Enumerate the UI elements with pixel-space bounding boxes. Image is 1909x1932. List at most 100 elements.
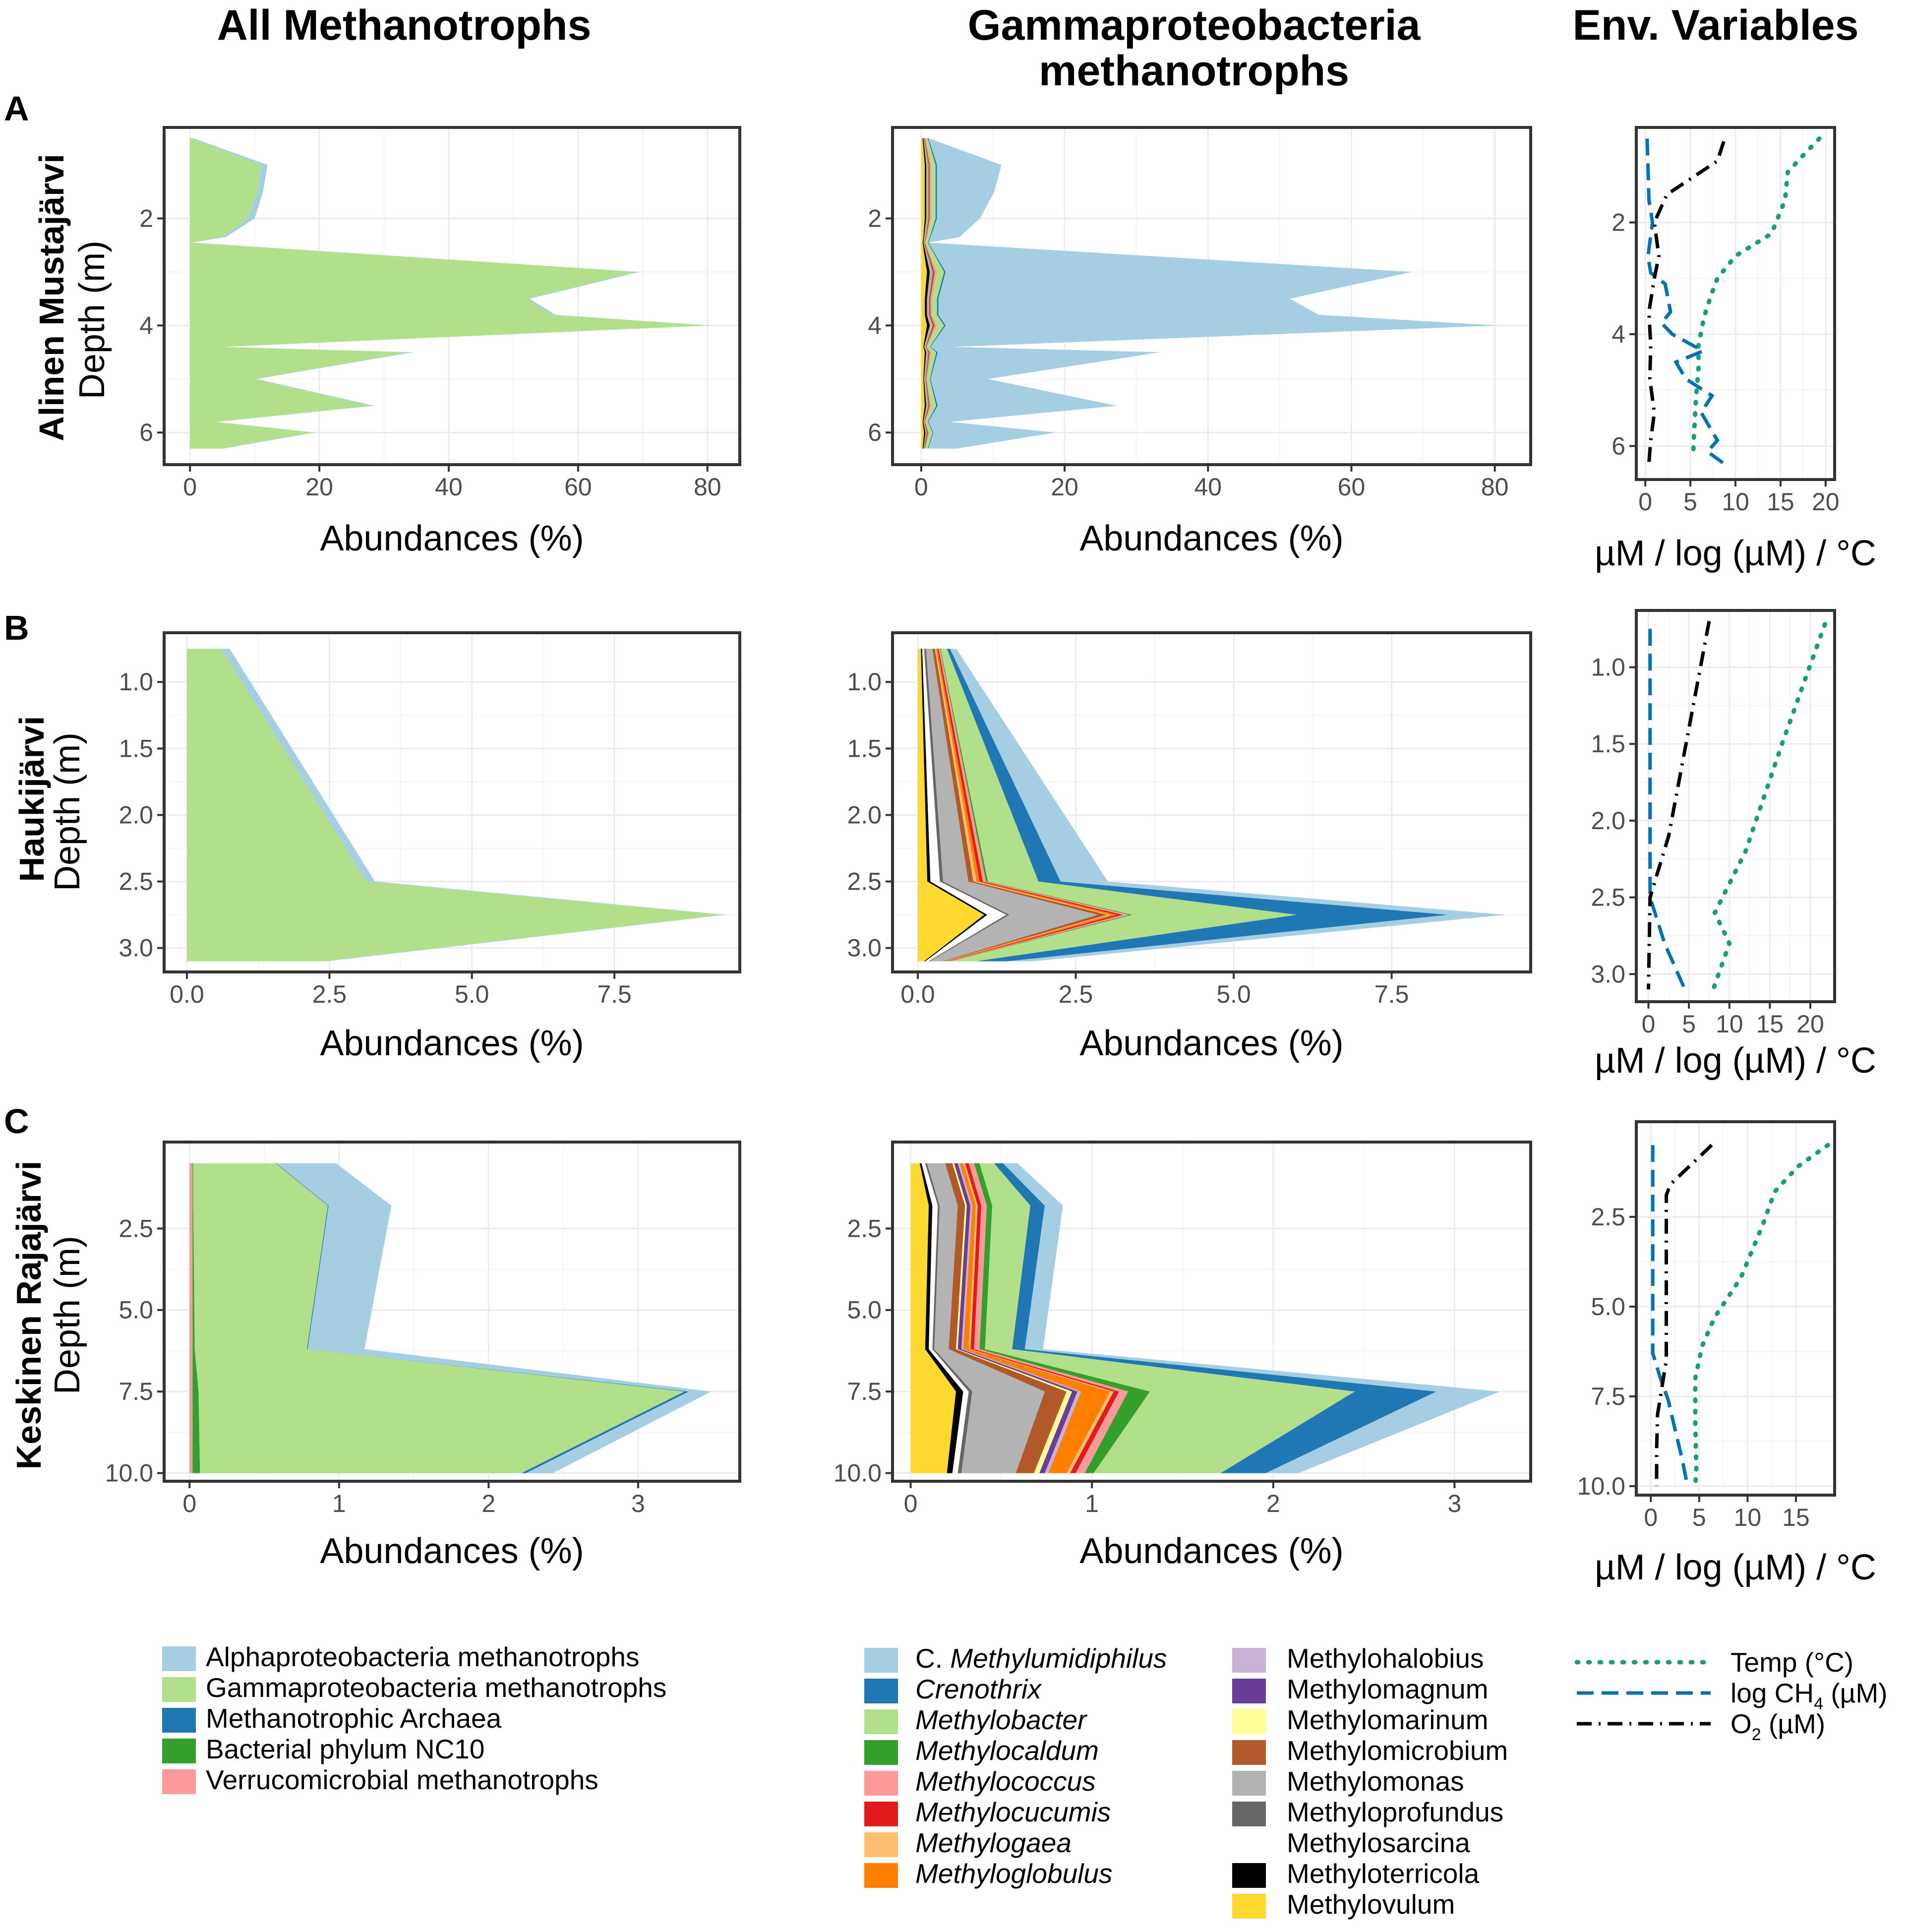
area-methylovulum xyxy=(910,1163,956,1473)
panel-border xyxy=(891,1141,1532,1483)
legend-label: Methyloglobulus xyxy=(915,1858,1112,1889)
legend-label: Methyloprofundus xyxy=(1287,1797,1503,1827)
x-axis-label: Abundances (%) xyxy=(320,519,584,558)
legend-label: log CH4 (µM) xyxy=(1730,1678,1887,1713)
row-letter-a: A xyxy=(4,89,29,128)
y-tick-label: 3.0 xyxy=(847,934,882,962)
panel-b-gamma: 0.0 2.5 5.0 7.5 1.0 1.5 2.0 2.5 3.0 Abundances (%… xyxy=(847,631,1532,1063)
y-tick-label: 10.0 xyxy=(105,1459,153,1487)
y-tick-label: 2 xyxy=(139,204,153,232)
row-letter-c: C xyxy=(4,1102,29,1141)
col-title-all: All Methanotrophs xyxy=(217,1,592,49)
legend-swatch xyxy=(1232,1648,1266,1673)
row-lake-c: Keskinen Rajajärvi xyxy=(9,1161,48,1470)
legends: Alphaproteobacteria methanotrophsGammapr… xyxy=(162,1641,1887,1920)
area-crenothrix xyxy=(927,138,946,449)
y-tick-label: 2.5 xyxy=(119,1214,153,1242)
line-ch4 xyxy=(1651,1145,1689,1487)
panel-c-gamma: 0 1 2 3 2.5 5.0 7.5 10.0 Abundances (%) xyxy=(834,1141,1532,1571)
legend-swatch xyxy=(864,1648,898,1673)
y-tick-label: 5.0 xyxy=(1591,1293,1625,1321)
x-axis-label: µM / log (µM) / °C xyxy=(1595,1548,1876,1587)
x-tick-label: 60 xyxy=(564,473,592,501)
x-tick-label: 5 xyxy=(1682,1010,1696,1038)
legend-swatch xyxy=(162,1677,196,1702)
legend-swatch xyxy=(864,1802,898,1826)
x-tick-label: 10 xyxy=(1722,488,1749,516)
col-title-env: Env. Variables xyxy=(1573,1,1859,49)
x-tick-label: 2.5 xyxy=(312,980,347,1008)
row-lake-b: Haukijärvi xyxy=(12,716,51,882)
area-methylomicrobium xyxy=(932,649,1108,962)
panel-border xyxy=(1635,1120,1836,1497)
x-tick-label: 2 xyxy=(481,1490,495,1517)
panel-border xyxy=(1635,609,1836,1003)
x-tick-label: 20 xyxy=(1796,1010,1824,1038)
x-tick-label: 40 xyxy=(1194,473,1222,501)
area-crenothrix xyxy=(947,649,1449,962)
area-methylovulum xyxy=(921,138,927,449)
legend-label: Bacterial phylum NC10 xyxy=(206,1734,484,1764)
x-tick-label: 10 xyxy=(1734,1504,1762,1531)
area-methylobacter xyxy=(940,649,1297,962)
legend-label: C. Methylumidiphilus xyxy=(915,1643,1167,1674)
legend-swatch xyxy=(1232,1832,1266,1857)
area-methylococcus xyxy=(925,138,937,449)
x-tick-label: 5 xyxy=(1683,488,1697,516)
col-title-gamma-line1: Gammaproteobacteria xyxy=(968,1,1421,49)
area-methyloterricola xyxy=(922,138,930,449)
panel-a-all: 0 20 40 60 80 2 4 6 Abundances (%) xyxy=(139,126,741,558)
x-tick-label: 0 xyxy=(914,473,928,501)
row-lake-a: Alinen Mustajärvi xyxy=(32,154,71,441)
area-methylomicrobium xyxy=(945,1163,1067,1473)
legend-label: Methylocaldum xyxy=(915,1735,1099,1766)
col-title-gamma-line2: methanotrophs xyxy=(1039,47,1349,95)
legend-swatch xyxy=(864,1771,898,1796)
panel-border xyxy=(163,631,741,973)
y-tick-label: 2.0 xyxy=(119,801,153,829)
area-methylomonas xyxy=(927,1163,1045,1473)
legend-swatch xyxy=(1232,1771,1266,1796)
line-ch4 xyxy=(1648,629,1687,990)
x-tick-label: 7.5 xyxy=(597,980,632,1008)
legend-label: Methylococcus xyxy=(915,1766,1096,1797)
y-tick-label: 7.5 xyxy=(847,1378,882,1405)
panel-border xyxy=(891,126,1532,466)
legend-swatch xyxy=(864,1863,898,1888)
area-verrucomicrobial-methanotrophs xyxy=(189,1163,193,1473)
legend-swatch xyxy=(1232,1709,1266,1734)
y-tick-label: 5.0 xyxy=(119,1296,153,1324)
area-bacterial-phylum-nc10 xyxy=(192,1163,200,1473)
y-tick-label: 5.0 xyxy=(847,1296,882,1324)
x-tick-label: 20 xyxy=(1051,473,1078,501)
x-tick-label: 5 xyxy=(1692,1504,1706,1531)
legend-swatch xyxy=(864,1832,898,1857)
area-methylobacter xyxy=(979,1163,1355,1473)
y-tick-label: 1.0 xyxy=(847,668,882,696)
line-o2 xyxy=(1647,141,1726,463)
y-tick-label: 7.5 xyxy=(1591,1383,1625,1410)
area-methylomicrobium xyxy=(924,138,935,449)
y-tick-label: 3.0 xyxy=(1591,960,1625,988)
x-tick-label: 3 xyxy=(1448,1490,1462,1517)
line-o2 xyxy=(1655,1144,1713,1486)
legend-label: O2 (µM) xyxy=(1730,1708,1825,1744)
y-tick-label: 4 xyxy=(1611,320,1625,348)
legend-label: Methylocucumis xyxy=(915,1797,1111,1827)
y-tick-label: 2.5 xyxy=(847,1214,882,1242)
y-tick-label: 1.0 xyxy=(1591,653,1625,681)
depth-label-c: Depth (m) xyxy=(48,1236,87,1394)
line-temp xyxy=(1693,1143,1830,1489)
legend-label: Methylomarinum xyxy=(1287,1704,1489,1735)
x-axis-label: Abundances (%) xyxy=(1079,519,1343,558)
x-tick-label: 60 xyxy=(1338,473,1366,501)
row-letter-b: B xyxy=(4,608,29,647)
legend-swatch xyxy=(1232,1740,1266,1765)
x-tick-label: 1 xyxy=(1085,1490,1099,1517)
panel-b-all: 0.0 2.5 5.0 7.5 1.0 1.5 2.0 2.5 3.0 Abundances (%… xyxy=(119,631,741,1063)
legend-swatch xyxy=(1232,1863,1266,1888)
legend-label: Crenothrix xyxy=(915,1674,1042,1704)
y-tick-label: 2.5 xyxy=(847,868,882,896)
